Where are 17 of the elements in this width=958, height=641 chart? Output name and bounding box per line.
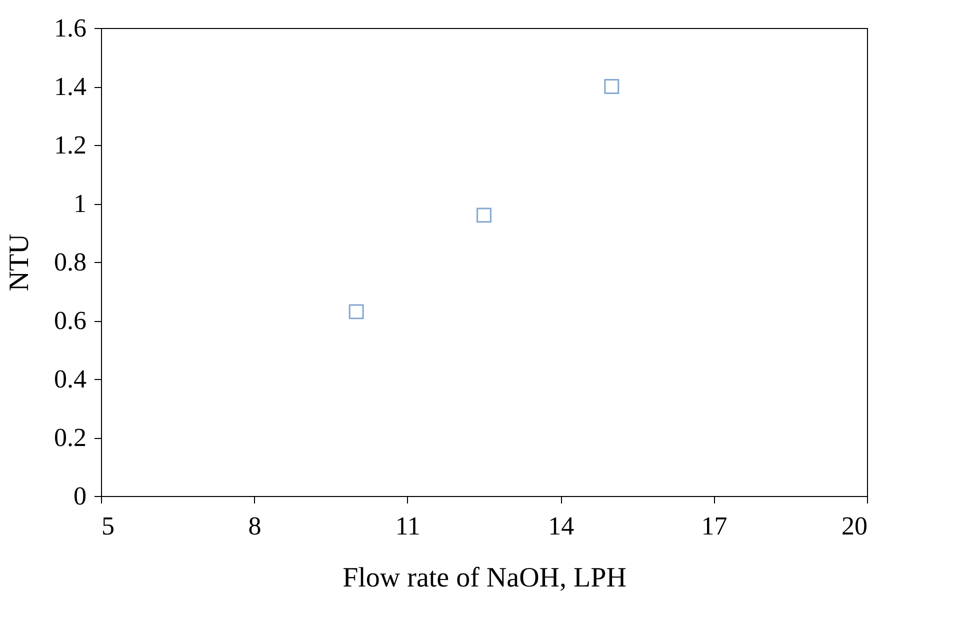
x-tick-label: 17 (701, 512, 728, 540)
x-tick-label: 11 (395, 512, 420, 540)
x-axis-title: Flow rate of NaOH, LPH (342, 562, 626, 594)
y-tick-label: 1.2 (54, 130, 86, 160)
y-tick-label: 0.2 (54, 423, 86, 452)
x-tick-label: 5 (102, 512, 114, 540)
x-tick-label: 8 (248, 512, 262, 540)
y-tick-label: 0.8 (54, 248, 86, 276)
y-tick-label: 0.6 (54, 306, 86, 335)
y-tick-label: 0 (74, 482, 86, 510)
x-tick-label: 20 (842, 512, 868, 540)
y-tick-label: 1.6 (54, 14, 86, 42)
y-axis-title: NTU (4, 234, 35, 292)
y-tick-label: 1 (74, 189, 86, 218)
y-tick-label: 0.4 (54, 364, 86, 394)
y-tick-label: 1.4 (54, 72, 86, 101)
x-tick-label: 14 (548, 512, 574, 540)
